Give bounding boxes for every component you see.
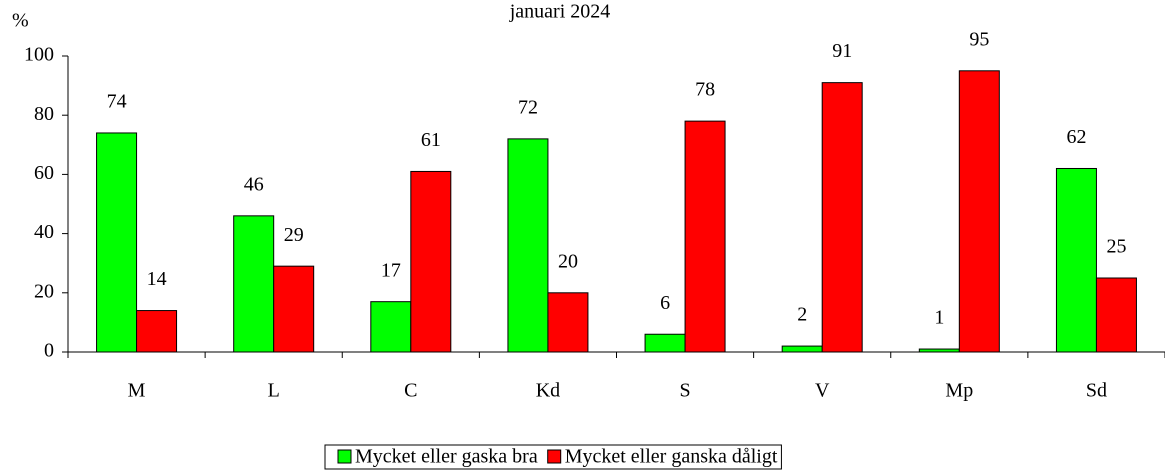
bar — [918, 348, 960, 353]
bar — [821, 82, 863, 353]
x-tick-label: L — [268, 380, 280, 402]
value-label: 95 — [969, 28, 989, 50]
bar — [233, 215, 275, 353]
bar — [507, 138, 549, 353]
bar — [1095, 277, 1137, 353]
value-label: 20 — [558, 250, 578, 272]
y-tick-label: 80 — [34, 103, 54, 125]
y-tick-label: 20 — [34, 280, 54, 302]
legend-swatch — [547, 449, 562, 464]
x-tick-label: Mp — [945, 380, 973, 402]
bar — [1055, 167, 1097, 353]
value-label: 72 — [518, 96, 538, 118]
value-label: 6 — [660, 292, 670, 314]
value-label: 62 — [1066, 126, 1086, 148]
value-label: 17 — [381, 259, 401, 281]
value-label: 78 — [695, 79, 715, 101]
value-label: 14 — [147, 268, 167, 290]
x-tick-label: Kd — [536, 380, 560, 402]
bar — [410, 170, 452, 353]
bar — [958, 70, 1000, 353]
bar — [136, 310, 178, 353]
bar — [684, 120, 726, 353]
x-tick-label: M — [128, 380, 146, 402]
y-tick-label: 60 — [34, 162, 54, 184]
value-label: 1 — [934, 307, 944, 329]
bar — [547, 292, 589, 353]
value-label: 46 — [244, 173, 264, 195]
value-label: 61 — [421, 129, 441, 151]
y-tick-label: 0 — [44, 340, 54, 362]
bar — [370, 301, 412, 353]
bar — [273, 265, 315, 353]
x-tick-label: V — [815, 380, 830, 402]
bar — [644, 333, 686, 353]
value-label: 91 — [832, 40, 852, 62]
legend: Mycket eller gaska bra Mycket eller gansk… — [324, 444, 782, 470]
x-tick-label: S — [680, 380, 691, 402]
y-tick-label: 100 — [24, 44, 54, 66]
bar — [96, 132, 138, 353]
chart-title: januari 2024 — [509, 1, 611, 23]
value-label: 29 — [284, 224, 304, 246]
value-label: 2 — [797, 304, 807, 326]
x-tick-label: Sd — [1086, 380, 1107, 402]
value-label: 74 — [107, 91, 127, 113]
legend-swatch — [337, 449, 352, 464]
value-label: 25 — [1106, 236, 1126, 258]
legend-label: Mycket eller ganska dåligt — [565, 446, 778, 468]
bar — [781, 345, 823, 353]
y-tick-label: 40 — [34, 221, 54, 243]
y-axis-label: % — [12, 10, 29, 32]
x-tick-label: C — [404, 380, 417, 402]
legend-label: Mycket eller gaska bra — [355, 446, 538, 468]
